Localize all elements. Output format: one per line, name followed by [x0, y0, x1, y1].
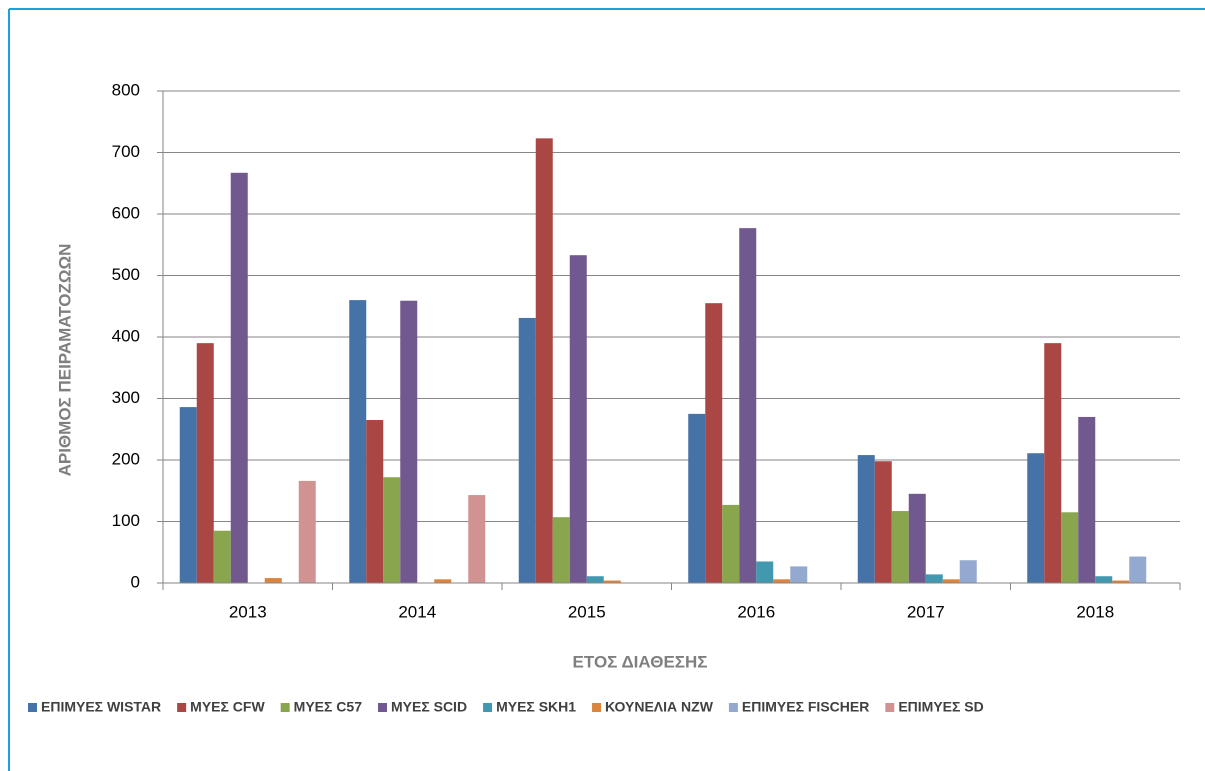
bar — [586, 576, 604, 583]
legend-label: ΜΥΕΣ SCID — [391, 699, 467, 715]
bar — [925, 574, 943, 583]
y-tick-label: 0 — [131, 572, 140, 591]
y-tick-label: 300 — [112, 388, 140, 407]
y-tick-label: 400 — [112, 326, 140, 345]
bar — [688, 413, 706, 583]
legend-swatch — [280, 703, 290, 712]
legend-label: ΜΥΕΣ SKH1 — [496, 699, 576, 715]
y-axis-label: ΑΡΙΘΜΟΣ ΠΕΙΡΑΜΑΤΟΖΩΩΝ — [55, 244, 74, 477]
bar — [1112, 580, 1130, 583]
bar — [756, 561, 774, 583]
y-tick-label: 800 — [112, 80, 140, 99]
bar — [705, 303, 723, 583]
legend-label: ΜΥΕΣ CFW — [190, 699, 265, 715]
legend-swatch — [483, 703, 493, 712]
bar — [468, 495, 486, 583]
bar — [349, 300, 367, 583]
bar — [400, 300, 418, 583]
bar — [298, 480, 316, 583]
legend-swatch — [377, 703, 387, 712]
x-tick-label: 2018 — [1076, 602, 1114, 621]
bar — [179, 407, 197, 583]
legend-swatch — [885, 703, 895, 712]
bar — [773, 579, 791, 583]
bar — [857, 455, 875, 583]
legend-swatch — [592, 703, 602, 712]
legend-label: ΕΠΙΜΥΕΣ WISTAR — [41, 699, 161, 715]
bar — [1027, 453, 1045, 583]
bar — [959, 560, 977, 583]
bar — [1061, 512, 1079, 583]
bar — [1078, 416, 1096, 583]
legend-swatch — [728, 703, 738, 712]
bar — [196, 343, 214, 583]
y-tick-label: 100 — [112, 511, 140, 530]
bar — [383, 477, 401, 583]
legend-swatch — [177, 703, 187, 712]
bar — [603, 580, 621, 583]
bar — [874, 461, 892, 583]
legend-label: ΕΠΙΜΥΕΣ FISCHER — [742, 699, 869, 715]
x-tick-label: 2014 — [398, 602, 436, 621]
bar — [552, 517, 570, 583]
bar — [1044, 343, 1062, 583]
bar — [1129, 556, 1147, 583]
y-tick-label: 500 — [112, 265, 140, 284]
bar — [891, 511, 909, 583]
y-tick-label: 700 — [112, 142, 140, 161]
legend-label: ΚΟΥΝΕΛΙΑ NZW — [605, 699, 714, 715]
bar — [230, 172, 248, 584]
bar — [790, 566, 808, 583]
legend-label: ΜΥΕΣ C57 — [294, 699, 363, 715]
bar — [518, 317, 536, 583]
x-tick-label: 2016 — [737, 602, 775, 621]
x-tick-label: 2017 — [907, 602, 945, 621]
bar — [535, 138, 553, 584]
bar — [366, 420, 384, 583]
bar — [213, 530, 231, 583]
bar — [569, 255, 587, 583]
y-tick-label: 200 — [112, 449, 140, 468]
bar — [908, 493, 926, 583]
bar — [434, 579, 452, 583]
bar — [739, 228, 757, 583]
bar — [1095, 576, 1113, 583]
legend-swatch — [28, 703, 37, 712]
legend-label: ΕΠΙΜΥΕΣ SD — [898, 699, 983, 715]
bar — [264, 578, 282, 583]
x-tick-label: 2015 — [568, 602, 606, 621]
bar — [942, 579, 960, 583]
bar — [722, 504, 740, 583]
y-tick-label: 600 — [112, 203, 140, 222]
x-tick-label: 2013 — [229, 602, 267, 621]
x-axis-label: ΕΤΟΣ ΔΙΑΘΕΣΗΣ — [573, 652, 708, 671]
